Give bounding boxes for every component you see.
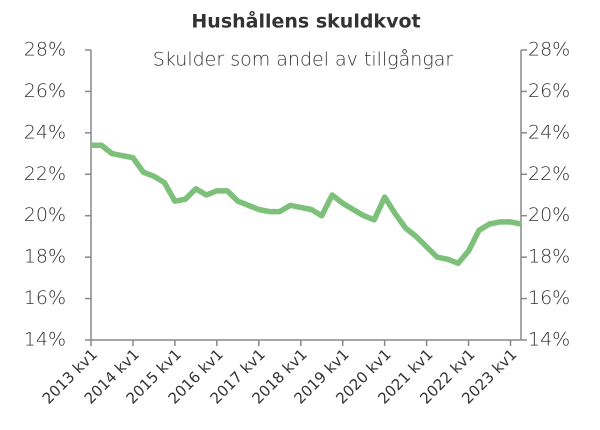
y-tick-label: 20% (24, 204, 66, 226)
y-tick-label: 16% (24, 287, 66, 309)
y2-tick-label: 14% (528, 329, 570, 351)
line (91, 142, 522, 267)
y2-tick-label: 20% (528, 204, 570, 226)
y2-tick-label: 18% (528, 246, 570, 268)
y-tick-label: 24% (24, 121, 66, 143)
y2-tick-label: 26% (528, 80, 570, 102)
y2-tick-label: 22% (528, 163, 570, 185)
chart-subtitle: Skulder som andel av tillgångar (153, 49, 454, 71)
y2-tick-label: 24% (528, 121, 570, 143)
y-tick-label: 26% (24, 80, 66, 102)
y-tick-label: 18% (24, 246, 66, 268)
y2-tick-label: 28% (528, 39, 570, 61)
y-tick-label: 28% (24, 39, 66, 61)
y-tick-label: 22% (24, 163, 66, 185)
y2-tick-label: 16% (528, 287, 570, 309)
y-tick-label: 14% (24, 329, 66, 351)
chart-title: Hushållens skuldkvot (191, 9, 420, 33)
